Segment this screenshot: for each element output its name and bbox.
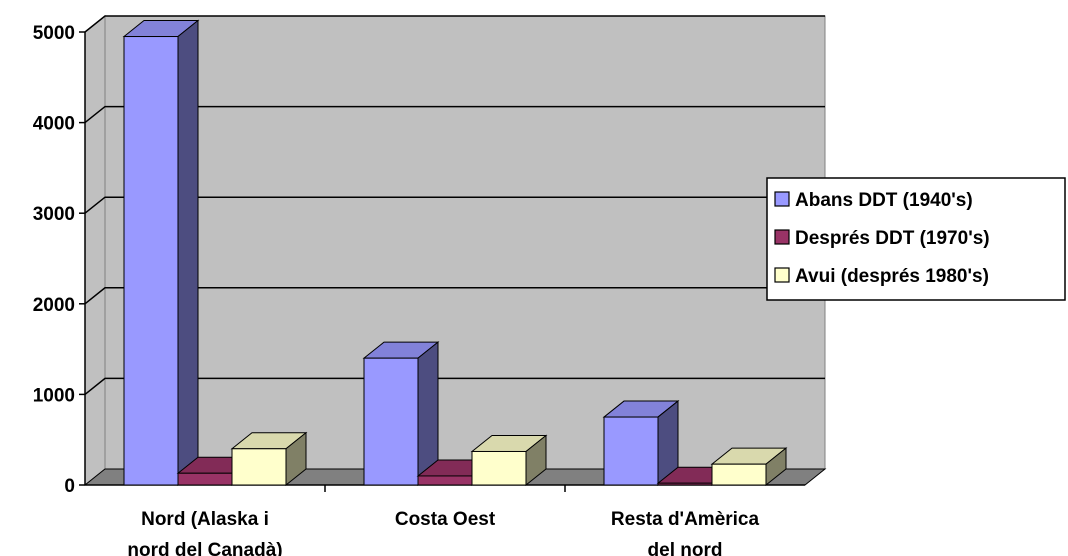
bar-front (363, 357, 419, 486)
chart-walls (83, 14, 827, 487)
bar-front (711, 463, 767, 486)
bar-front (471, 450, 527, 486)
category-label: Nord (Alaska i nord del Canadà) (127, 509, 282, 556)
bar (710, 447, 788, 487)
y-tick-label: 0 (64, 476, 75, 497)
legend-label: Abans DDT (1940's) (795, 190, 973, 211)
bar-front (123, 36, 179, 486)
bar-front (603, 416, 659, 486)
category-label-line: Resta d'Amèrica (611, 509, 760, 530)
category-label-line: Costa Oest (395, 509, 496, 530)
gridline (84, 105, 825, 124)
y-tick-labels: 0 1000 2000 3000 4000 5000 (33, 23, 75, 497)
gridline (84, 196, 825, 214)
legend-box (766, 177, 1066, 301)
legend-label: Després DDT (1970's) (795, 228, 990, 249)
y-tick-label: 1000 (33, 385, 75, 406)
category-labels: Nord (Alaska i nord del Canadà) Costa Oest… (127, 509, 759, 556)
legend-label: Avui (després 1980's) (795, 266, 989, 287)
gridlines (84, 15, 825, 395)
legend-swatch (774, 191, 790, 207)
category-label: Costa Oest (395, 509, 496, 530)
bar (602, 400, 680, 487)
y-tick-label: 5000 (33, 23, 75, 44)
gridline (84, 287, 825, 305)
bars (122, 19, 788, 487)
bar-front (417, 475, 473, 486)
bar-side (177, 19, 199, 487)
legend-swatch (774, 229, 790, 245)
gridline (84, 15, 825, 33)
y-tick-label: 4000 (33, 114, 75, 135)
y-tick-label: 2000 (33, 295, 75, 316)
bar (362, 341, 440, 487)
category-label-line: del nord (648, 540, 723, 556)
bar (230, 431, 308, 487)
side-wall (84, 14, 106, 487)
bar (122, 19, 200, 487)
bar-front (177, 472, 233, 486)
bar-front (657, 482, 713, 486)
back-wall (104, 15, 826, 470)
gridline (84, 377, 825, 395)
legend-swatch (774, 267, 790, 283)
bar-front (231, 448, 287, 486)
bar (470, 434, 548, 487)
category-label: Resta d'Amèrica del nord (611, 509, 760, 556)
category-label-line: Nord (Alaska i (141, 509, 269, 530)
y-tick-label: 3000 (33, 204, 75, 225)
legend: Abans DDT (1940's) Després DDT (1970's) Av… (766, 177, 1066, 301)
category-label-line: nord del Canadà) (127, 540, 282, 556)
